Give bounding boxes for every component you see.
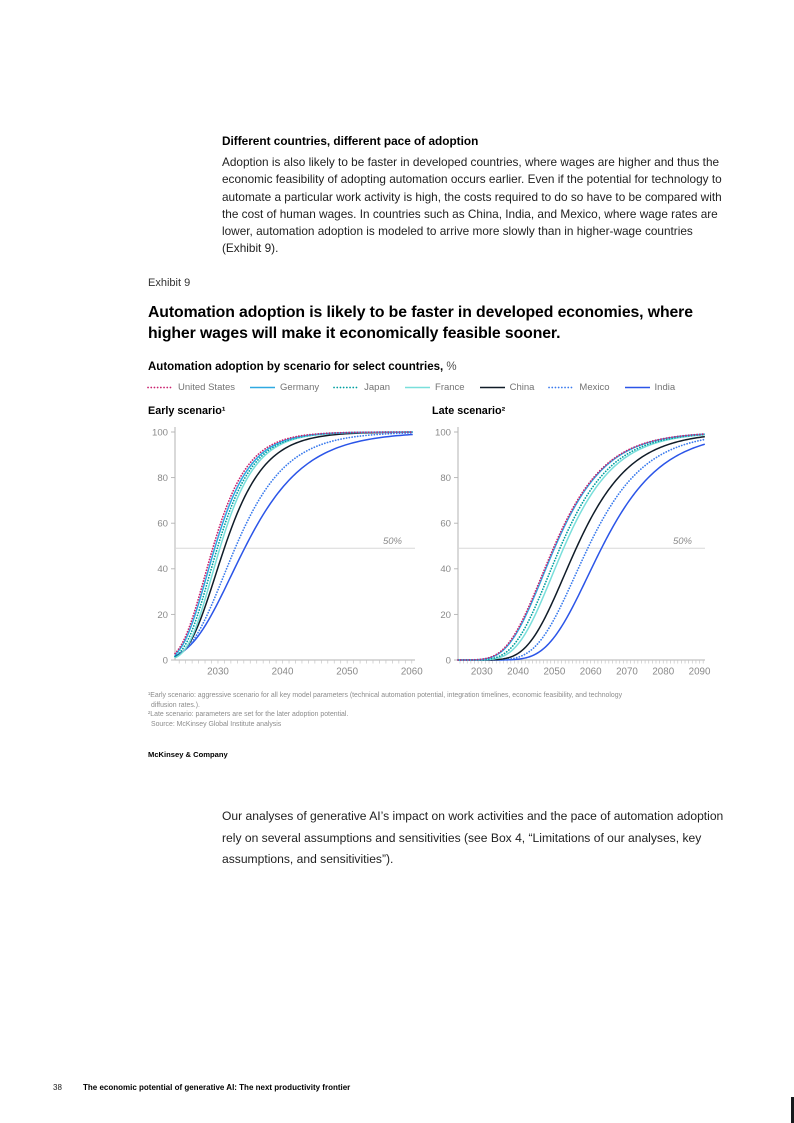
series-curve-china (458, 435, 705, 661)
legend-item-mexico: Mexico (548, 382, 610, 393)
legend-label: France (435, 382, 465, 393)
legend-label: Japan (364, 382, 391, 393)
legend-item-united-states: United States (147, 382, 236, 393)
x-tick-label: 2040 (272, 667, 294, 678)
series-curve-india (458, 443, 706, 661)
chart-subtitle-unit: % (446, 361, 457, 373)
exhibit-footnotes: ¹Early scenario: aggressive scenario for… (148, 691, 748, 729)
legend-item-germany: Germany (250, 382, 319, 393)
series-curve-mexico (457, 438, 706, 661)
legend-line-icon (147, 386, 174, 389)
y-tick-label: 40 (440, 564, 451, 575)
legend-item-china: China (479, 382, 535, 393)
footnote-line: diffusion rates.). (151, 701, 200, 709)
series-curve-india (174, 433, 413, 657)
legend-item-japan: Japan (333, 382, 391, 393)
closing-paragraph: Our analyses of generative AI’s impact o… (222, 809, 724, 866)
y-tick-label: 0 (446, 655, 451, 666)
x-tick-label: 2040 (507, 667, 529, 678)
footnote-line: ¹Early scenario: aggressive scenario for… (148, 692, 623, 699)
legend-label: Mexico (579, 382, 610, 393)
series-curve-france (174, 431, 413, 659)
legend-line-icon (479, 386, 505, 389)
x-tick-label: 2090 (689, 667, 711, 678)
chart-subtitle: Automation adoption by scenario for sele… (148, 361, 457, 373)
legend-label: China (509, 382, 535, 393)
page-edge-artifact (791, 1097, 794, 1123)
x-tick-label: 2080 (652, 667, 674, 678)
section-heading: Different countries, different pace of a… (222, 134, 479, 148)
x-tick-label: 2060 (401, 667, 423, 678)
legend-label: United States (178, 382, 236, 393)
x-tick-label: 2030 (471, 667, 493, 678)
legend-item-france: France (405, 382, 465, 393)
closing-section: Our analyses of generative AI’s impact o… (222, 806, 727, 871)
x-tick-label: 2060 (580, 667, 602, 678)
y-tick-label: 60 (157, 519, 168, 530)
x-tick-label: 2030 (207, 667, 229, 678)
y-tick-label: 40 (157, 564, 168, 575)
series-curve-france (458, 433, 705, 661)
legend-line-icon (548, 386, 576, 389)
exhibit-title: Automation adoption is likely to be fast… (148, 304, 693, 342)
series-curve-japan (174, 431, 414, 658)
legend-label: Germany (280, 382, 320, 393)
y-tick-label: 60 (440, 519, 451, 530)
legend-item-india: India (624, 382, 676, 393)
series-curve-germany (174, 431, 413, 656)
chart-title-late: Late scenario² (432, 405, 506, 417)
chart-subtitle-text: Automation adoption by scenario for sele… (148, 361, 444, 373)
series-curve-germany (458, 433, 705, 661)
series-curve-united-states (174, 431, 414, 655)
y-tick-label: 20 (157, 610, 168, 621)
series-curve-mexico (174, 432, 414, 658)
footer-title: The economic potential of generative AI:… (83, 1083, 351, 1092)
footnote-source: Source: McKinsey Global Institute analys… (151, 720, 282, 728)
legend-label: India (654, 382, 676, 393)
intro-paragraph: Adoption is also likely to be faster in … (222, 155, 722, 256)
series-curve-china (174, 431, 413, 659)
chart-legend: United States Germany Japan France China Mexi… (147, 382, 688, 393)
x-tick-label: 2050 (543, 667, 565, 678)
chart-title-early: Early scenario¹ (148, 405, 226, 417)
y-tick-label: 100 (152, 427, 168, 438)
series-curve-japan (457, 433, 706, 661)
y-tick-label: 0 (163, 655, 168, 666)
x-tick-label: 2050 (336, 667, 358, 678)
exhibit-label: Exhibit 9 (148, 277, 191, 289)
y-tick-label: 80 (157, 473, 168, 484)
mckinsey-brand-label: McKinsey & Company (148, 750, 228, 759)
ref-line-label: 50% (673, 536, 693, 547)
series-curve-united-states (457, 433, 706, 661)
y-tick-label: 20 (440, 610, 451, 621)
y-tick-label: 100 (435, 427, 451, 438)
intro-section: Different countries, different pace of a… (222, 134, 722, 258)
y-tick-label: 80 (440, 473, 451, 484)
page-number: 38 (53, 1083, 62, 1092)
legend-line-icon (405, 386, 431, 389)
footnote-line: ²Late scenario: parameters are set for t… (148, 711, 349, 719)
ref-line-label: 50% (383, 536, 403, 547)
legend-line-icon (624, 386, 650, 389)
legend-line-icon (250, 386, 276, 389)
x-tick-label: 2070 (616, 667, 638, 678)
legend-line-icon (333, 386, 360, 389)
